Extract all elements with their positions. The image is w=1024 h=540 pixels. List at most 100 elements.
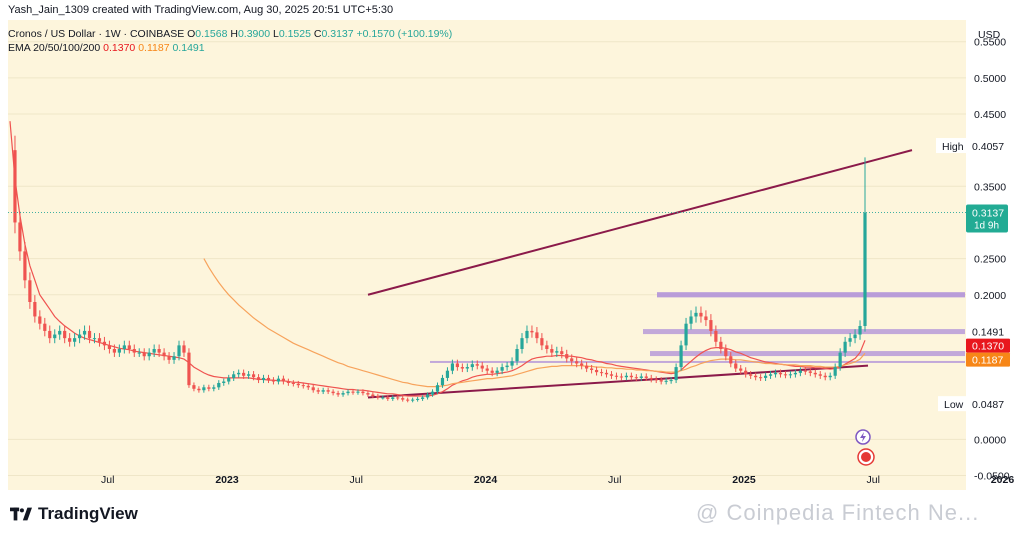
candle[interactable] bbox=[251, 374, 256, 378]
candle[interactable] bbox=[351, 391, 355, 393]
candle[interactable] bbox=[470, 364, 474, 368]
candle[interactable] bbox=[77, 334, 82, 339]
candle[interactable] bbox=[500, 367, 504, 371]
candle[interactable] bbox=[530, 330, 534, 333]
candle[interactable] bbox=[455, 363, 459, 368]
candle[interactable] bbox=[694, 312, 698, 317]
trendline-upper[interactable] bbox=[367, 149, 913, 296]
support-resistance-level[interactable] bbox=[430, 360, 965, 363]
candle[interactable] bbox=[754, 375, 758, 378]
candle[interactable] bbox=[545, 345, 549, 349]
candle[interactable] bbox=[406, 399, 410, 401]
candle[interactable] bbox=[724, 349, 728, 357]
candle[interactable] bbox=[416, 398, 420, 400]
candle[interactable] bbox=[565, 354, 569, 359]
candle[interactable] bbox=[301, 385, 305, 387]
candle[interactable] bbox=[266, 377, 271, 381]
candle[interactable] bbox=[411, 399, 415, 401]
candle[interactable] bbox=[232, 374, 236, 378]
candle[interactable] bbox=[773, 372, 778, 375]
plot-area[interactable] bbox=[8, 20, 966, 490]
candle[interactable] bbox=[475, 364, 479, 366]
support-resistance-level[interactable] bbox=[650, 351, 965, 357]
candle[interactable] bbox=[202, 387, 206, 391]
candle[interactable] bbox=[589, 368, 594, 370]
candle[interactable] bbox=[336, 393, 340, 395]
candle[interactable] bbox=[778, 372, 783, 375]
candle[interactable] bbox=[798, 370, 802, 373]
candle[interactable] bbox=[659, 380, 663, 382]
candle[interactable] bbox=[28, 280, 32, 302]
candle[interactable] bbox=[848, 338, 852, 342]
last-price-tag[interactable] bbox=[966, 204, 1008, 233]
candle[interactable] bbox=[112, 349, 116, 353]
candle[interactable] bbox=[759, 377, 763, 379]
candle[interactable] bbox=[788, 374, 793, 376]
candle[interactable] bbox=[286, 381, 290, 383]
candle[interactable] bbox=[321, 390, 325, 392]
candle[interactable] bbox=[768, 374, 773, 376]
candle[interactable] bbox=[187, 352, 191, 386]
candle[interactable] bbox=[649, 377, 653, 380]
candle[interactable] bbox=[281, 378, 286, 382]
candle[interactable] bbox=[316, 390, 320, 392]
candle[interactable] bbox=[823, 375, 827, 378]
candle[interactable] bbox=[147, 352, 151, 357]
candle[interactable] bbox=[107, 345, 112, 349]
candle[interactable] bbox=[485, 368, 489, 371]
candle[interactable] bbox=[63, 330, 67, 339]
candle[interactable] bbox=[739, 368, 743, 371]
candle[interactable] bbox=[271, 380, 276, 382]
candle[interactable] bbox=[237, 372, 241, 375]
trendline-lower[interactable] bbox=[367, 364, 869, 399]
support-resistance-level[interactable] bbox=[657, 292, 965, 298]
candle[interactable] bbox=[450, 363, 455, 371]
candle[interactable] bbox=[256, 377, 261, 381]
candle[interactable] bbox=[222, 381, 226, 383]
candle[interactable] bbox=[793, 372, 798, 375]
candle[interactable] bbox=[435, 385, 440, 392]
candle[interactable] bbox=[341, 393, 345, 395]
candle[interactable] bbox=[217, 382, 221, 388]
candle[interactable] bbox=[13, 150, 17, 223]
candle[interactable] bbox=[261, 377, 266, 381]
candle[interactable] bbox=[102, 341, 107, 346]
candle[interactable] bbox=[709, 320, 713, 331]
candle[interactable] bbox=[510, 361, 514, 366]
candle[interactable] bbox=[440, 377, 445, 386]
candle[interactable] bbox=[53, 334, 57, 339]
support-resistance-level[interactable] bbox=[643, 329, 965, 335]
candle[interactable] bbox=[43, 323, 47, 331]
candle[interactable] bbox=[212, 387, 216, 389]
candle[interactable] bbox=[177, 345, 181, 357]
candle[interactable] bbox=[48, 330, 52, 339]
candle[interactable] bbox=[18, 222, 22, 252]
candle[interactable] bbox=[401, 398, 405, 400]
candle[interactable] bbox=[465, 367, 469, 369]
candle[interactable] bbox=[858, 326, 862, 335]
candle[interactable] bbox=[366, 393, 370, 395]
candle[interactable] bbox=[58, 330, 62, 335]
candle[interactable] bbox=[714, 330, 718, 342]
candle[interactable] bbox=[729, 356, 733, 364]
candle[interactable] bbox=[719, 341, 723, 349]
candle[interactable] bbox=[386, 397, 390, 399]
candle[interactable] bbox=[639, 376, 643, 378]
candle[interactable] bbox=[594, 369, 599, 373]
candle[interactable] bbox=[331, 391, 335, 394]
candle[interactable] bbox=[818, 374, 822, 376]
candle[interactable] bbox=[853, 334, 857, 339]
candle[interactable] bbox=[679, 345, 683, 368]
candle[interactable] bbox=[326, 390, 330, 392]
candle[interactable] bbox=[669, 380, 673, 382]
candle[interactable] bbox=[182, 345, 186, 353]
candle[interactable] bbox=[619, 376, 624, 378]
candle[interactable] bbox=[346, 391, 350, 394]
price-chart[interactable]: 0.5500 0.5000 0.4500 0.3500 0.2500 0.2000 0.00… bbox=[0, 20, 1024, 490]
tradingview-logo[interactable]: TradingView bbox=[10, 504, 138, 524]
candle[interactable] bbox=[132, 349, 136, 353]
candle[interactable] bbox=[744, 370, 748, 375]
candle[interactable] bbox=[540, 338, 544, 346]
candle[interactable] bbox=[604, 372, 609, 375]
candle[interactable] bbox=[525, 330, 529, 339]
